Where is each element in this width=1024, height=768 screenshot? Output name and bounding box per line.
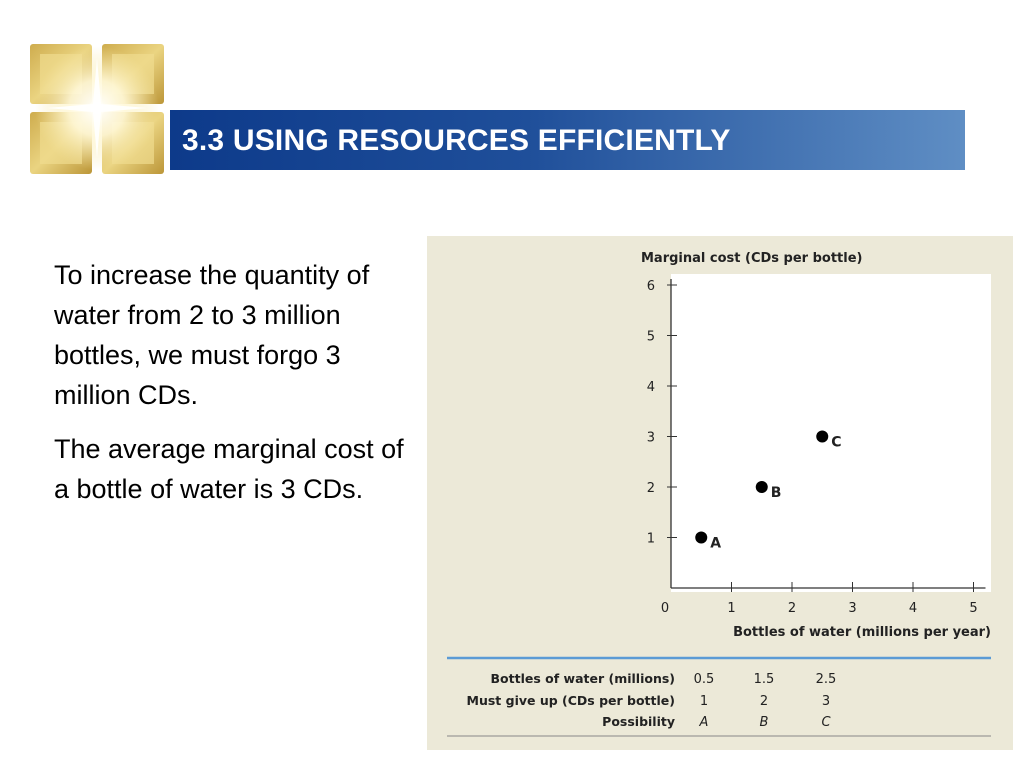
table-cell: B bbox=[760, 715, 769, 730]
table-row-label: Must give up (CDs per bottle) bbox=[467, 693, 675, 708]
x-tick-label: 5 bbox=[969, 601, 977, 616]
y-tick-label: 1 bbox=[647, 532, 655, 547]
chart-svg: Marginal cost (CDs per bottle) Bottles o… bbox=[447, 251, 991, 737]
y-tick-label: 6 bbox=[647, 279, 655, 294]
point-label: A bbox=[710, 536, 721, 552]
x-tick-label: 4 bbox=[909, 601, 917, 616]
y-axis-label: Marginal cost (CDs per bottle) bbox=[641, 251, 862, 266]
table-cell: 3 bbox=[822, 694, 830, 709]
title-bar: 3.3 USING RESOURCES EFFICIENTLY bbox=[170, 110, 965, 170]
x-tick-label: 2 bbox=[788, 601, 796, 616]
data-point bbox=[755, 481, 768, 493]
x-tick-label: 0 bbox=[661, 601, 669, 616]
y-tick-label: 5 bbox=[647, 330, 655, 345]
plot-area bbox=[671, 274, 991, 592]
y-tick-label: 2 bbox=[647, 481, 655, 496]
point-label: B bbox=[771, 485, 782, 501]
slide-body: To increase the quantity of water from 2… bbox=[54, 255, 414, 523]
slide-title: 3.3 USING RESOURCES EFFICIENTLY bbox=[182, 124, 731, 157]
x-axis-label: Bottles of water (millions per year) bbox=[733, 625, 991, 640]
table-cell: 0.5 bbox=[694, 672, 715, 687]
table-cell: C bbox=[821, 715, 831, 730]
data-point bbox=[816, 430, 829, 443]
body-paragraph: To increase the quantity of water from 2… bbox=[54, 260, 370, 410]
data-point bbox=[695, 531, 708, 544]
x-tick-label: 1 bbox=[727, 601, 735, 616]
table-cell: 2.5 bbox=[816, 672, 837, 687]
table-cell: 1.5 bbox=[754, 672, 775, 687]
body-paragraph: The average marginal cost of a bottle of… bbox=[54, 434, 404, 504]
point-label: C bbox=[831, 435, 841, 451]
table-cell: A bbox=[699, 715, 709, 730]
y-tick-label: 4 bbox=[647, 380, 655, 395]
table-cell: 1 bbox=[700, 694, 708, 709]
y-tick-label: 3 bbox=[647, 431, 655, 446]
logo-graphic bbox=[30, 44, 164, 174]
table-row-label: Bottles of water (millions) bbox=[491, 671, 675, 686]
table-row-label: Possibility bbox=[602, 714, 675, 729]
x-tick-label: 3 bbox=[848, 601, 856, 616]
logo bbox=[22, 40, 172, 180]
figure-panel: Marginal cost (CDs per bottle) Bottles o… bbox=[427, 236, 1013, 750]
table-cell: 2 bbox=[760, 694, 768, 709]
